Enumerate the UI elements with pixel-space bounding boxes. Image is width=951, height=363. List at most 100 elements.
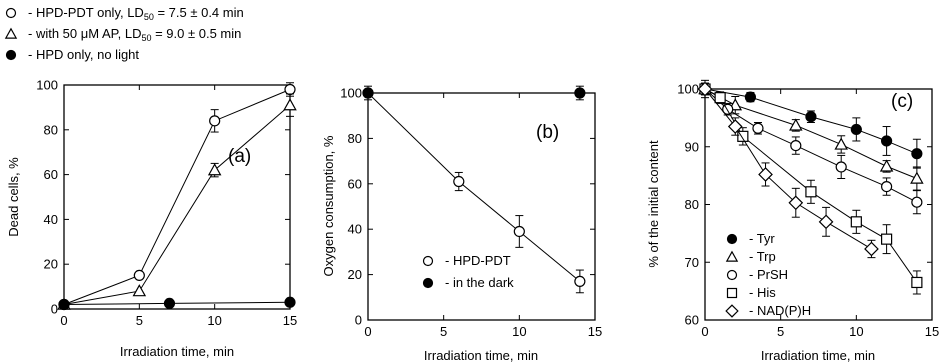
x-tick-label: 10 [207, 313, 221, 328]
y-tick-label: 0 [51, 302, 58, 317]
data-point [790, 139, 802, 152]
legend-marker [726, 287, 738, 299]
x-axis-label: Irradiation time, min [120, 344, 234, 359]
y-tick-label: 60 [44, 167, 58, 182]
legend-label: - NAD(P)H [749, 303, 811, 318]
data-point [805, 186, 817, 198]
series-1 [362, 85, 586, 101]
y-tick-label: 60 [348, 176, 362, 191]
data-point [207, 163, 222, 176]
legend-label: - in the dark [445, 275, 514, 290]
series-1 [57, 93, 297, 310]
series-line [367, 92, 581, 282]
legend-marker [5, 7, 17, 19]
data-point [284, 296, 296, 308]
y-tick-label: 40 [348, 222, 362, 237]
data-point [453, 175, 465, 188]
data-point [284, 83, 296, 96]
legend-marker [4, 27, 18, 39]
data-point [362, 87, 374, 99]
data-point [805, 111, 817, 123]
data-point [513, 225, 525, 238]
data-point [788, 195, 804, 211]
legend-label: - His [749, 285, 776, 300]
legend-label: - Trp [749, 249, 776, 264]
data-point [911, 276, 923, 289]
data-point [864, 241, 879, 257]
data-point [58, 298, 70, 311]
data-point [834, 137, 848, 150]
data-point [209, 115, 221, 127]
y-tick-label: 40 [44, 212, 58, 227]
y-tick-label: 80 [348, 131, 362, 146]
y-axis-label: Dead cells, % [6, 157, 21, 237]
panel-label: (c) [891, 91, 913, 112]
data-point [758, 167, 773, 182]
series-line [63, 89, 291, 305]
series-2 [58, 296, 296, 311]
data-point [911, 148, 923, 160]
y-tick-label: 80 [44, 122, 58, 137]
data-point [737, 130, 749, 142]
data-point [850, 216, 862, 228]
legend-label: - with 50 μM AP, LD50 = 9.0 ± 0.5 min [28, 26, 241, 43]
x-tick-label: 5 [136, 313, 143, 328]
legend-label: - HPD only, no light [28, 47, 139, 62]
data-point [133, 269, 145, 281]
data-point [163, 297, 176, 309]
legend-marker [422, 277, 434, 289]
data-point [850, 123, 862, 136]
series-line [704, 88, 918, 179]
legend: - HPD-PDT only, LD50 = 7.5 ± 0.4 min - wi… [4, 5, 244, 62]
series-line [63, 104, 291, 306]
y-tick-label: 100 [340, 86, 362, 101]
panel-1: 0 5 10 15 0 20 40 60 80 100 Irradiation time, min D… [4, 5, 297, 359]
data-point [879, 159, 894, 172]
legend-label: - PrSH [749, 267, 788, 282]
legend-marker [5, 49, 17, 61]
data-point [789, 118, 803, 131]
data-point [752, 122, 764, 134]
x-tick-label: 15 [925, 324, 939, 339]
x-tick-label: 5 [777, 324, 784, 339]
panel-3: 0 5 10 15 60 70 80 90 100 Irradiation time, min % … [646, 79, 939, 363]
y-tick-label: 80 [685, 197, 699, 212]
data-point [132, 284, 147, 297]
data-point [818, 214, 834, 230]
data-point [697, 81, 713, 97]
x-tick-label: 15 [283, 313, 297, 328]
x-tick-label: 0 [364, 324, 371, 339]
data-point [835, 161, 847, 173]
data-point [880, 180, 893, 193]
series-line [704, 88, 872, 250]
legend-marker [726, 269, 738, 281]
panel-label: (b) [536, 122, 559, 143]
legend-marker [725, 250, 739, 262]
y-tick-label: 70 [685, 255, 699, 270]
panel-label: (a) [228, 146, 251, 167]
y-tick-label: 90 [685, 139, 699, 154]
data-point [714, 92, 726, 104]
x-tick-label: 15 [588, 324, 602, 339]
y-axis-label: % of the initial content [646, 140, 661, 268]
legend: - HPD-PDT - in the dark [422, 253, 514, 290]
x-tick-label: 5 [440, 324, 447, 339]
x-tick-label: 10 [512, 324, 526, 339]
x-axis-label: Irradiation time, min [761, 348, 875, 363]
y-tick-label: 100 [36, 78, 58, 93]
legend-marker [422, 255, 434, 267]
series-nad-p-h [697, 81, 879, 259]
legend-label: - HPD-PDT only, LD50 = 7.5 ± 0.4 min [28, 5, 244, 22]
x-axis-label: Irradiation time, min [424, 348, 538, 363]
y-tick-label: 100 [677, 82, 699, 97]
series-line [63, 301, 291, 306]
plot-frame [63, 84, 291, 310]
legend-marker [726, 233, 738, 245]
legend-label: - HPD-PDT [445, 253, 511, 268]
data-point [880, 233, 893, 245]
data-point [283, 98, 297, 111]
data-point [727, 119, 743, 134]
legend: - Tyr - Trp - PrSH - His - NAD(P)H [725, 231, 811, 318]
x-tick-label: 10 [849, 324, 863, 339]
